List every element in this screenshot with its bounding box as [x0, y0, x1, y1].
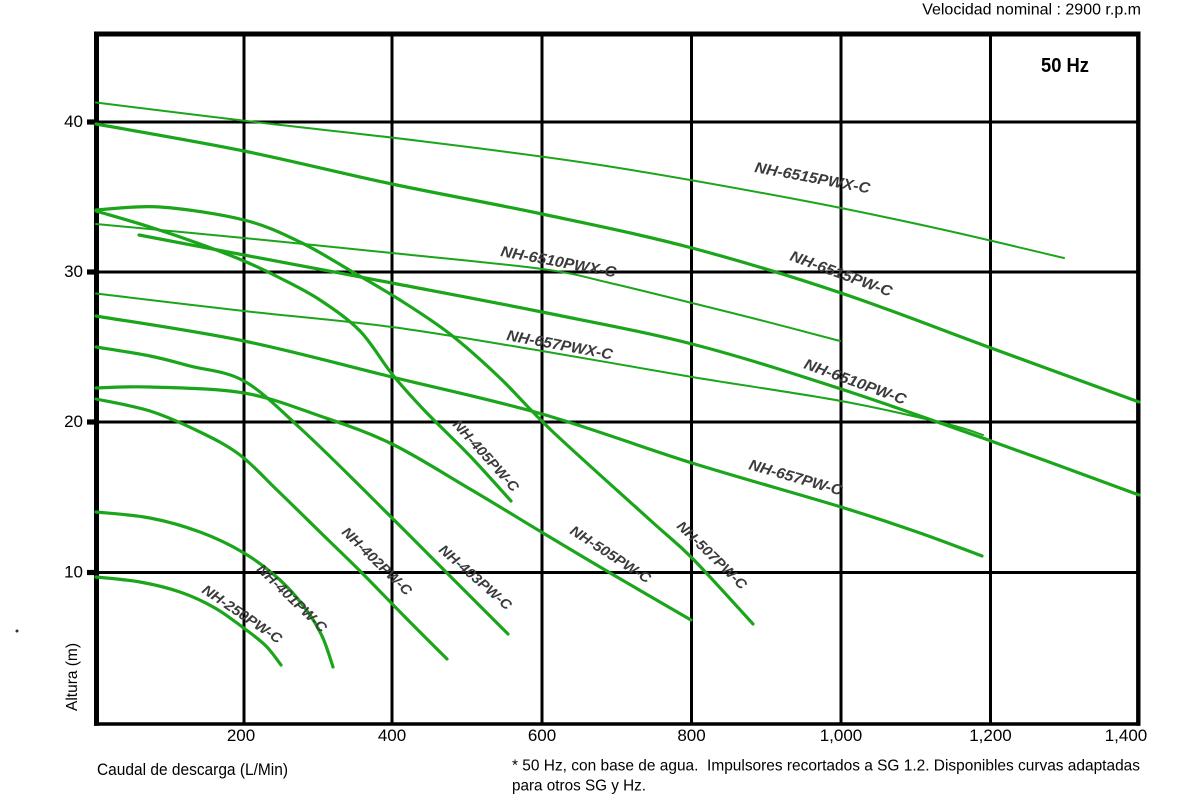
svg-text:400: 400 — [378, 726, 406, 745]
svg-text:* 50 Hz, con base de agua. Im: * 50 Hz, con base de agua. Impulsores re… — [512, 758, 1140, 775]
svg-text:1,400: 1,400 — [1105, 726, 1148, 745]
svg-text:50 Hz: 50 Hz — [1041, 55, 1089, 77]
svg-text:600: 600 — [528, 726, 556, 745]
svg-text:1,200: 1,200 — [969, 726, 1012, 745]
svg-text:20: 20 — [64, 412, 83, 431]
svg-text:800: 800 — [677, 726, 705, 745]
svg-text:30: 30 — [64, 262, 83, 281]
svg-text:Velocidad nominal : 2900 r.p.m: Velocidad nominal : 2900 r.p.m — [922, 2, 1141, 19]
svg-text:40: 40 — [64, 112, 83, 131]
svg-text:para otros SG y Hz.: para otros SG y Hz. — [512, 778, 646, 795]
svg-text:200: 200 — [227, 726, 255, 745]
svg-text:1,000: 1,000 — [820, 726, 863, 745]
svg-text:10: 10 — [64, 563, 83, 582]
svg-text:Altura (m): Altura (m) — [64, 643, 81, 711]
svg-text:Caudal de descarga (L/Min): Caudal de descarga (L/Min) — [97, 760, 288, 779]
